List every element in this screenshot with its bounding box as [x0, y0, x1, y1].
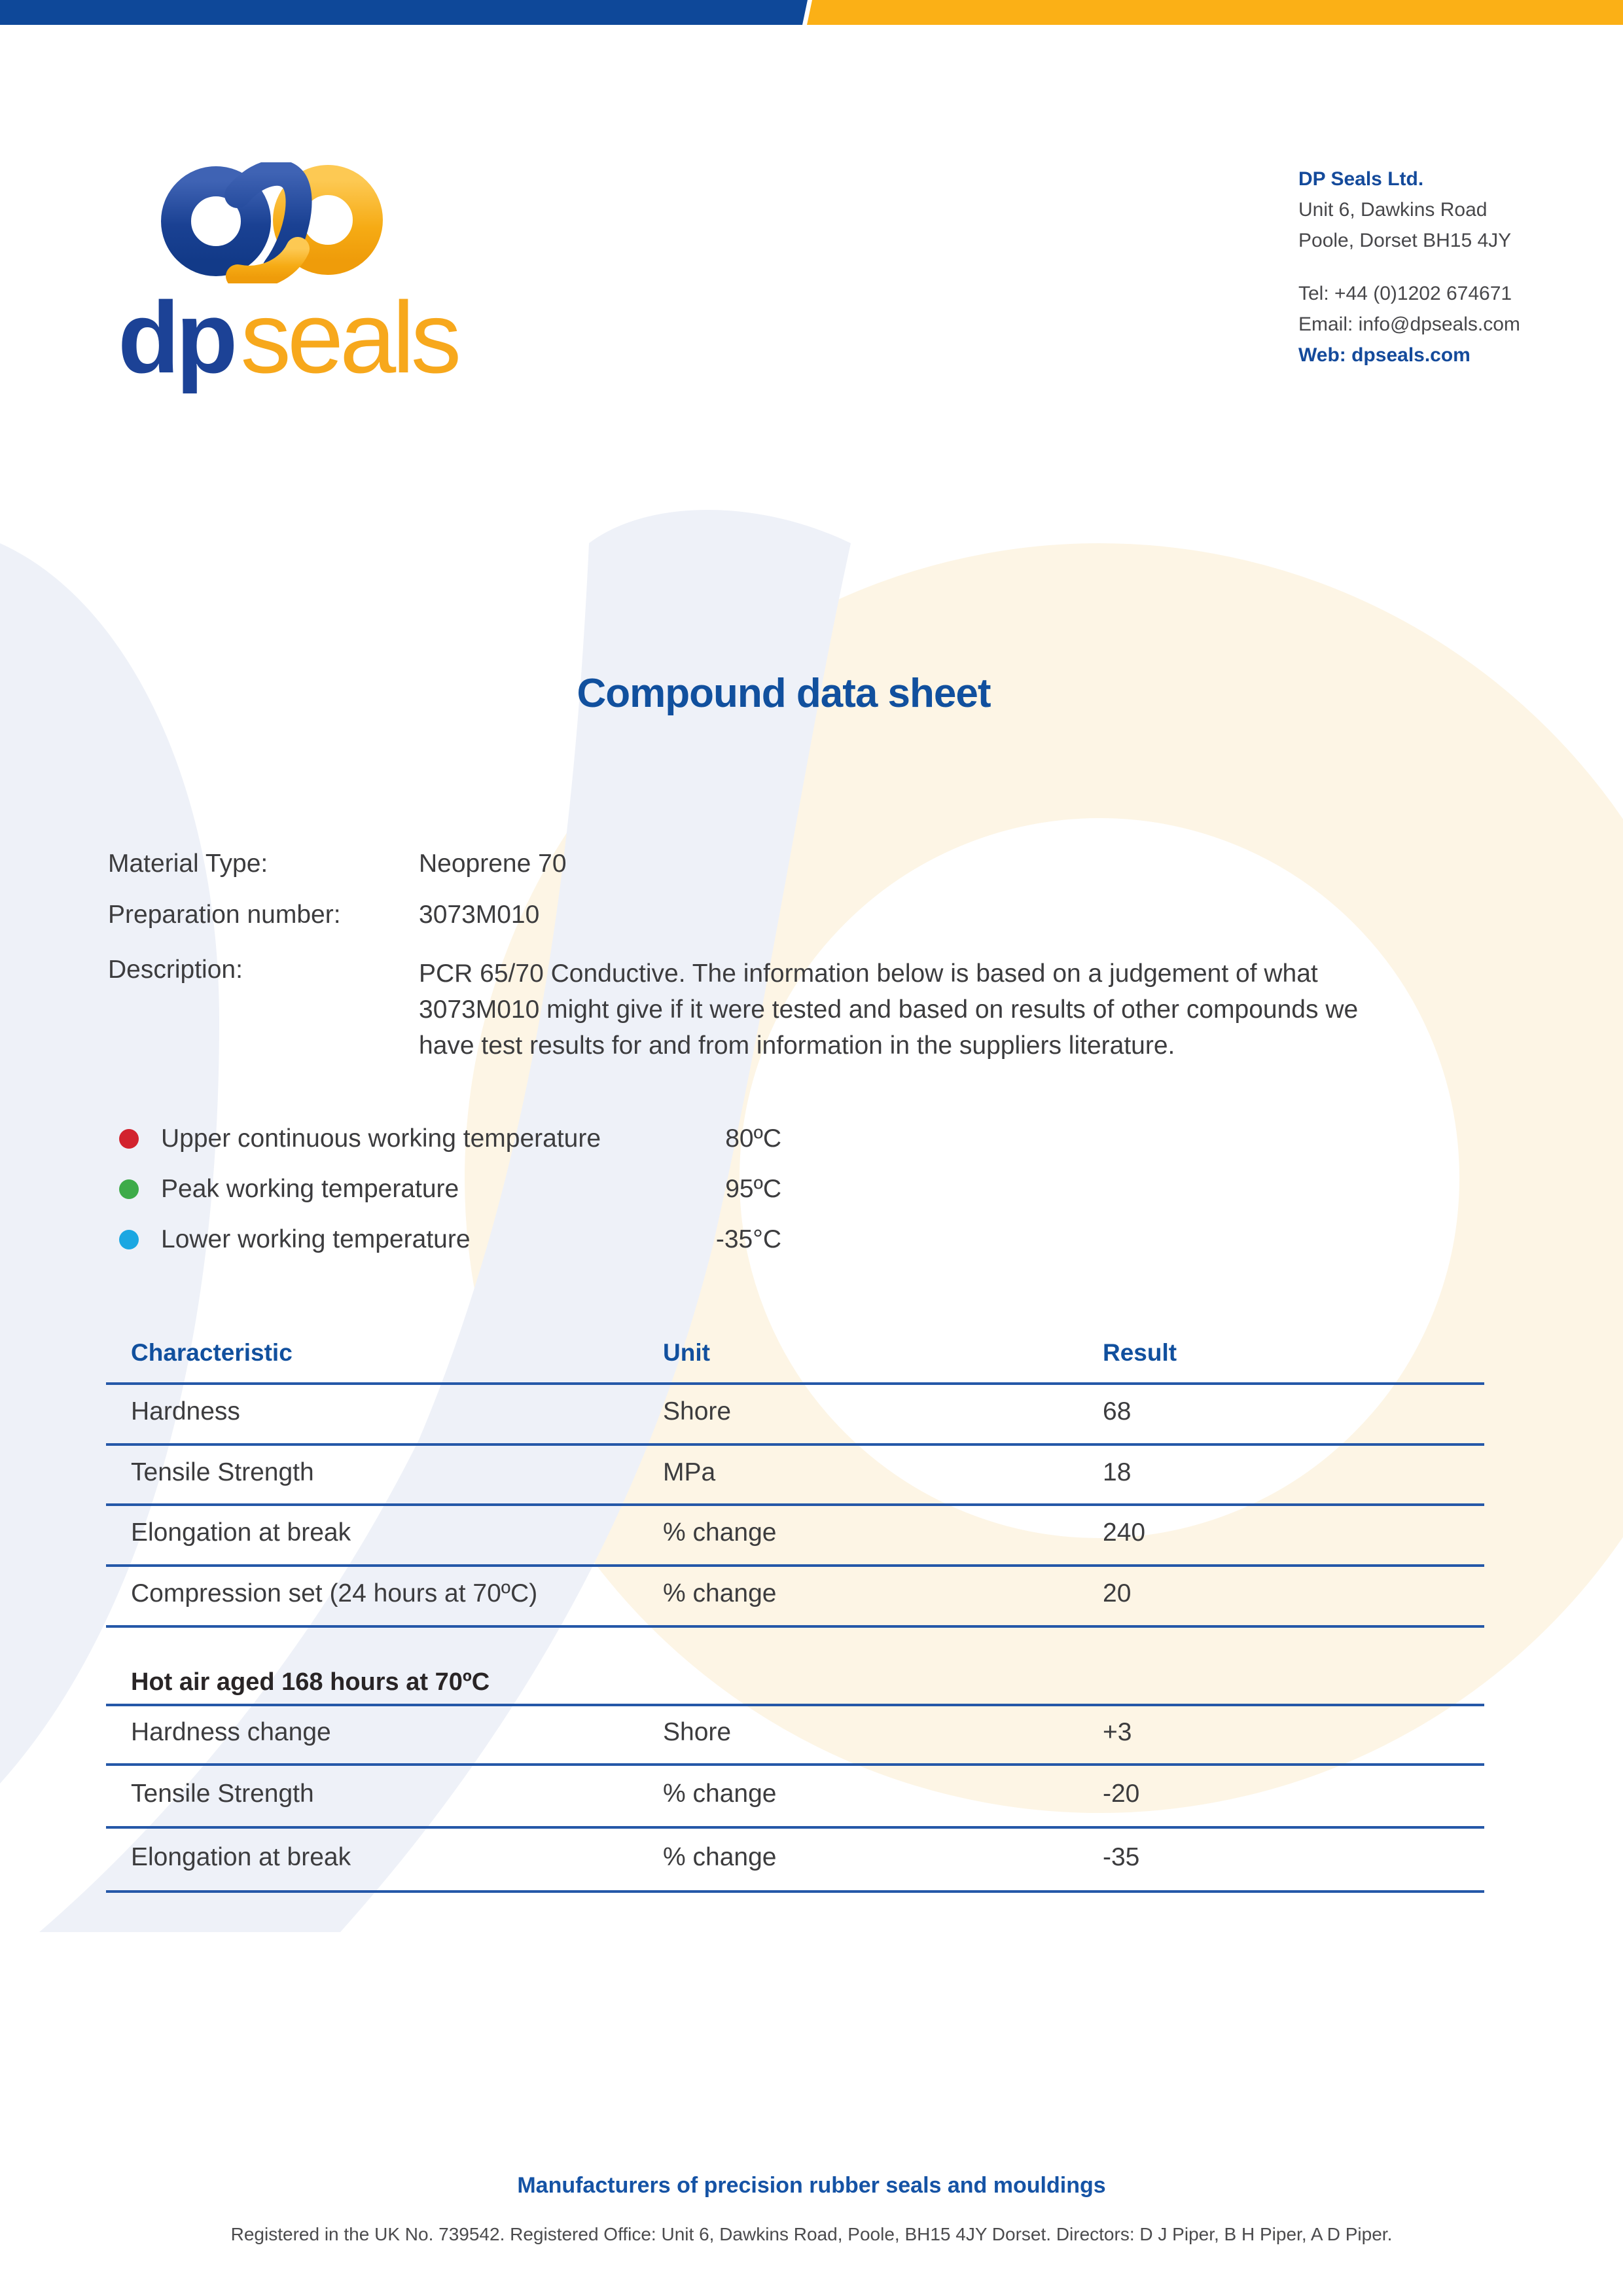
red-bullet-icon — [119, 1129, 139, 1149]
table-rule — [106, 1382, 1484, 1385]
temperature-row-upper: Upper continuous working temperature 80º… — [119, 1124, 781, 1154]
temperature-label: Lower working temperature — [161, 1225, 471, 1253]
cell-unit: % change — [663, 1780, 777, 1808]
contact-email: Email: info@dpseals.com — [1298, 314, 1520, 335]
column-header-unit: Unit — [663, 1339, 710, 1366]
table-rule — [106, 1625, 1484, 1628]
contact-address-line1: Unit 6, Dawkins Road — [1298, 199, 1488, 221]
contact-web: Web: dpseals.com — [1298, 344, 1471, 366]
table-row: Hardness Shore 68 — [106, 1397, 1484, 1427]
logo-text-seals: seals — [240, 281, 461, 394]
contact-address-line2: Poole, Dorset BH15 4JY — [1298, 230, 1512, 251]
temperature-label: Peak working temperature — [161, 1175, 459, 1203]
temperature-row-peak: Peak working temperature 95ºC — [119, 1174, 781, 1204]
logo-yellow-swoosh-icon — [226, 237, 310, 283]
description-value: PCR 65/70 Conductive. The information be… — [419, 960, 1359, 1060]
table-rule — [106, 1503, 1484, 1506]
table-rule — [106, 1564, 1484, 1567]
cyan-bullet-icon — [119, 1230, 139, 1249]
table-rule — [106, 1890, 1484, 1893]
preparation-number-value: 3073M010 — [419, 901, 540, 929]
description-label: Description: — [108, 956, 243, 984]
column-header-result: Result — [1103, 1339, 1177, 1366]
cell-result: -35 — [1103, 1843, 1140, 1871]
footer-legal: Registered in the UK No. 739542. Registe… — [230, 2224, 1393, 2244]
cell-unit: Shore — [663, 1397, 732, 1426]
temperature-value: 80ºC — [725, 1124, 781, 1153]
column-header-characteristic: Characteristic — [131, 1339, 293, 1366]
table-rule — [106, 1826, 1484, 1829]
top-bar-blue-segment — [0, 0, 808, 25]
contact-tel: Tel: +44 (0)1202 674671 — [1298, 283, 1512, 304]
page-title: Compound data sheet — [577, 671, 991, 716]
cell-characteristic: Hardness — [131, 1397, 240, 1426]
cell-unit: % change — [663, 1843, 777, 1871]
table-row: Elongation at break % change 240 — [106, 1518, 1484, 1549]
temperature-value: 95ºC — [725, 1175, 781, 1203]
preparation-number-label: Preparation number: — [108, 901, 341, 929]
cell-result: +3 — [1103, 1718, 1132, 1746]
cell-result: 68 — [1103, 1397, 1132, 1426]
top-bar-orange-segment — [807, 0, 1623, 25]
table-row: Tensile Strength MPa 18 — [106, 1458, 1484, 1488]
table-row: Compression set (24 hours at 70ºC) % cha… — [106, 1579, 1484, 1609]
cell-result: -20 — [1103, 1780, 1140, 1808]
cell-characteristic: Tensile Strength — [131, 1458, 314, 1486]
cell-unit: % change — [663, 1518, 777, 1547]
table-row: Hardness change Shore +3 — [106, 1718, 1484, 1748]
cell-result: 20 — [1103, 1579, 1132, 1607]
temperature-row-lower: Lower working temperature -35°C — [119, 1225, 781, 1255]
table-rule — [106, 1704, 1484, 1706]
table-rule — [106, 1443, 1484, 1446]
temperature-label: Upper continuous working temperature — [161, 1124, 601, 1153]
cell-unit: Shore — [663, 1718, 732, 1746]
green-bullet-icon — [119, 1179, 139, 1199]
cell-characteristic: Hardness change — [131, 1718, 331, 1746]
footer-tagline: Manufacturers of precision rubber seals … — [517, 2173, 1106, 2198]
table-header-row: Characteristic Unit Result — [106, 1339, 1484, 1369]
logo-wordmark: dpseals — [118, 287, 461, 388]
material-type-label: Material Type: — [108, 850, 268, 878]
cell-characteristic: Elongation at break — [131, 1843, 351, 1871]
cell-unit: % change — [663, 1579, 777, 1607]
table-row: Tensile Strength % change -20 — [106, 1780, 1484, 1810]
logo-blue-ring-icon — [161, 166, 271, 276]
cell-unit: MPa — [663, 1458, 716, 1486]
cell-result: 240 — [1103, 1518, 1146, 1547]
contact-company: DP Seals Ltd. — [1298, 168, 1424, 190]
material-type-value: Neoprene 70 — [419, 850, 567, 878]
table-row: Elongation at break % change -35 — [106, 1843, 1484, 1873]
cell-result: 18 — [1103, 1458, 1132, 1486]
cell-characteristic: Compression set (24 hours at 70ºC) — [131, 1579, 538, 1607]
aged-section-title: Hot air aged 168 hours at 70ºC — [131, 1668, 490, 1696]
cell-characteristic: Elongation at break — [131, 1518, 351, 1547]
temperature-value: -35°C — [715, 1225, 781, 1253]
dp-seals-logo-icon — [161, 162, 383, 283]
contact-block: DP Seals Ltd. Unit 6, Dawkins Road Poole… — [1298, 164, 1520, 370]
table-rule — [106, 1763, 1484, 1766]
logo-text-dp: dp — [118, 281, 238, 394]
cell-characteristic: Tensile Strength — [131, 1780, 314, 1808]
contact-spacer — [1298, 256, 1520, 278]
